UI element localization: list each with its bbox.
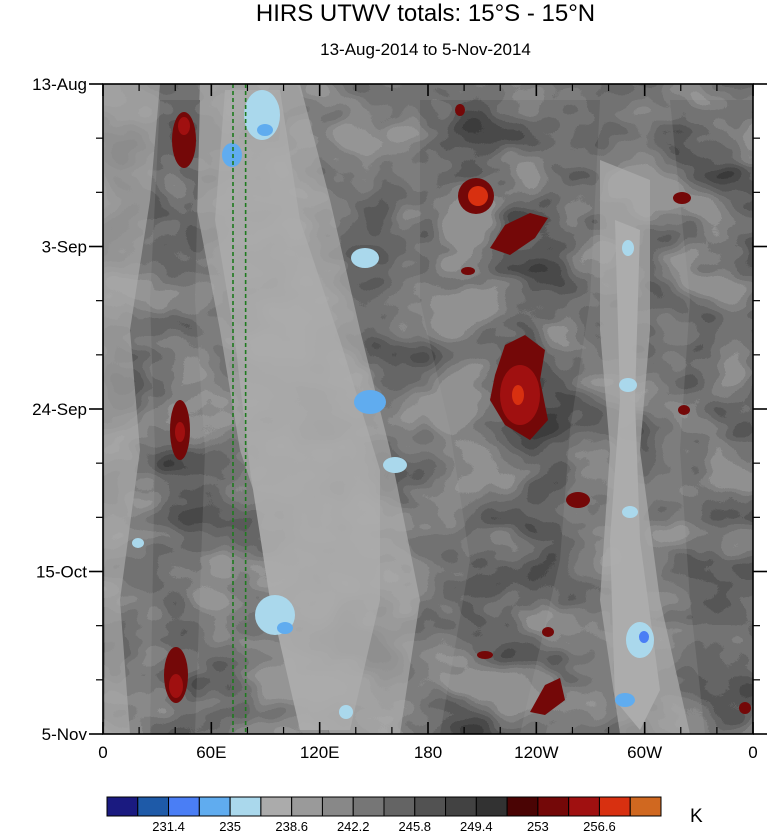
warm-patch [530,678,565,715]
colorbar-label: 245.8 [399,819,432,834]
field-texture [103,84,753,734]
colorbar-label: 256.6 [583,819,616,834]
warm-patch [542,627,554,637]
warm-patch [512,385,524,405]
colorbar-swatch [414,796,447,817]
x-tick-label: 120E [300,743,340,762]
colorbar-swatch [321,796,354,817]
colorbar-swatch [168,796,200,817]
warm-patch [178,117,190,135]
cold-patch [132,538,144,548]
warm-patch [468,186,488,206]
colorbar-swatch [137,796,170,817]
reference-lines [232,84,247,734]
colorbar-label: 242.2 [337,819,370,834]
cold-patch [619,378,637,392]
warm-patch [566,492,590,508]
colorbar-label: 235 [219,819,241,834]
colorbar-swatch [475,796,508,817]
colorbar-label: 238.6 [275,819,308,834]
chart-title: HIRS UTWV totals: 15°S - 15°N [255,0,596,27]
x-tick-label: 60E [196,743,226,762]
warm-patch [455,104,465,116]
cold-patch [639,631,649,643]
colorbar-label: 253 [527,819,549,834]
warm-patch [490,213,548,255]
y-tick-label: 15-Oct [36,563,87,582]
cold-patch [257,124,273,136]
warm-patch [461,267,475,275]
colorbar-unit: K [690,806,703,827]
colorbar: 231.4 235 238.6 242.2 245.8 249.4 253 256.6 [106,796,662,834]
cold-patch [383,457,407,473]
colorbar-swatch [291,796,323,817]
x-tick-label: 0 [98,743,107,762]
x-tick-label: 180 [414,743,442,762]
colorbar-swatch [445,796,477,817]
warm-patch [477,651,493,659]
warm-patch [678,405,690,415]
colorbar-label: 249.4 [460,819,493,834]
axes: 0 60E 120E 180 120W 60W 0 13-Aug 3-Sep 24-Sep 15-O… [32,75,767,762]
cold-patch [354,390,386,414]
y-tick-label: 13-Aug [32,75,87,94]
colorbar-swatch [598,796,631,817]
colorbar-label: 231.4 [152,819,185,834]
heatmap-field [103,84,753,734]
colorbar-swatch [383,796,416,817]
colorbar-swatch [568,796,600,817]
y-tick-label: 24-Sep [32,400,87,419]
chart-subtitle: 13-Aug-2014 to 5-Nov-2014 [320,40,531,59]
cold-patch [622,506,638,518]
cold-patch [622,240,634,256]
x-tick-label: 60W [627,743,662,762]
x-tick-label: 120W [514,743,558,762]
warm-patch [739,702,751,714]
colorbar-swatch [506,796,539,817]
cold-patch [615,693,635,707]
warm-patch [673,192,691,204]
cold-patch [222,143,242,167]
cold-patch [351,248,379,268]
colorbar-swatch [198,796,231,817]
y-tick-label: 5-Nov [42,725,88,744]
colorbar-swatch [629,796,662,817]
colorbar-swatch [352,796,385,817]
x-tick-label: 0 [748,743,757,762]
cold-patch [339,705,353,719]
colorbar-swatch [537,796,570,817]
cold-patch [277,622,293,634]
colorbar-swatch [106,796,139,817]
warm-patch [169,674,183,698]
warm-patch [175,422,185,442]
colorbar-swatch [260,796,293,817]
colorbar-swatch [229,796,262,817]
y-tick-label: 3-Sep [42,238,87,257]
